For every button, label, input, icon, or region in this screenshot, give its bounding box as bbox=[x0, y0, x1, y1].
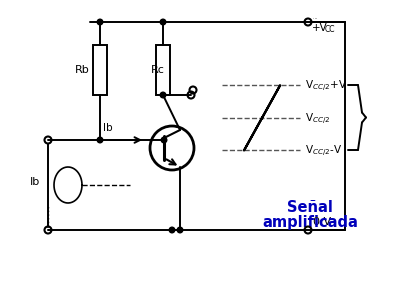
Circle shape bbox=[97, 19, 103, 25]
Text: Rb: Rb bbox=[75, 65, 90, 75]
Text: Ib: Ib bbox=[103, 123, 112, 133]
Text: 0 V: 0 V bbox=[313, 217, 331, 227]
Text: CC: CC bbox=[325, 25, 336, 34]
Circle shape bbox=[161, 137, 167, 143]
Circle shape bbox=[177, 227, 183, 233]
Circle shape bbox=[160, 19, 166, 25]
Circle shape bbox=[169, 227, 175, 233]
Text: Ib: Ib bbox=[30, 177, 40, 187]
Text: +V: +V bbox=[312, 23, 328, 33]
Bar bbox=[156, 45, 170, 95]
Text: V$_{CC/2}$-V: V$_{CC/2}$-V bbox=[305, 144, 342, 158]
Text: Señal: Señal bbox=[287, 200, 333, 215]
Bar bbox=[93, 45, 107, 95]
Text: amplificada: amplificada bbox=[262, 215, 358, 230]
Text: Rc: Rc bbox=[151, 65, 165, 75]
Circle shape bbox=[97, 137, 103, 143]
Text: V$_{CC/2}$+V: V$_{CC/2}$+V bbox=[305, 78, 347, 94]
Text: $\circ$+V$_{CC}$: $\circ$+V$_{CC}$ bbox=[312, 16, 319, 22]
Circle shape bbox=[160, 92, 166, 98]
Text: V$_{CC/2}$: V$_{CC/2}$ bbox=[305, 111, 330, 127]
